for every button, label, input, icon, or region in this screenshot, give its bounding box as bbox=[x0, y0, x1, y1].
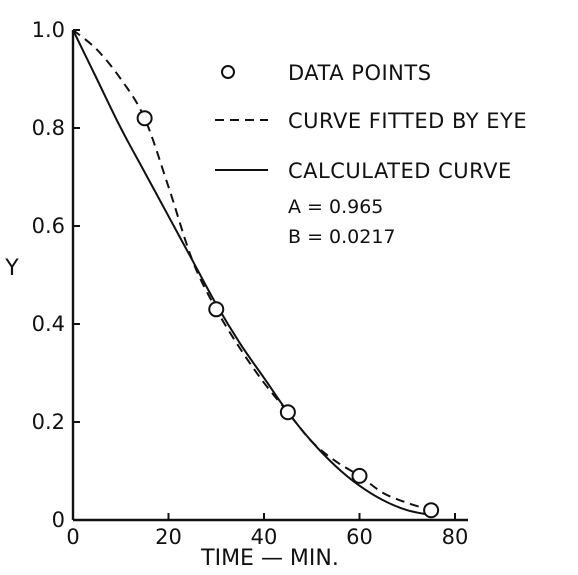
axis-ticks bbox=[72, 29, 456, 521]
legend: DATA POINTS CURVE FITTED BY EYE CALCULAT… bbox=[215, 61, 527, 248]
y-tick-label: 0.6 bbox=[32, 214, 65, 238]
legend-label-data-points: DATA POINTS bbox=[288, 61, 432, 85]
legend-marker-data-points bbox=[221, 65, 235, 79]
y-tick-label: 0.8 bbox=[32, 116, 65, 140]
y-tick-label: 1.0 bbox=[32, 18, 65, 42]
y-tick-label: 0 bbox=[52, 508, 65, 532]
series-layer bbox=[72, 29, 440, 519]
x-tick-label: 60 bbox=[346, 525, 373, 549]
data-point bbox=[423, 502, 440, 519]
y-tick-label: 0.4 bbox=[32, 312, 65, 336]
x-tick-label: 20 bbox=[155, 525, 182, 549]
x-axis-title: TIME — MIN. bbox=[200, 546, 339, 571]
y-tick-label: 0.2 bbox=[32, 410, 65, 434]
y-axis-title: Y bbox=[4, 256, 19, 281]
calculated-curve bbox=[72, 29, 432, 517]
legend-label-fitted-by-eye: CURVE FITTED BY EYE bbox=[288, 109, 527, 133]
annotation-a-value: A = 0.965 bbox=[288, 196, 383, 218]
axis-tick-labels: 0 20 40 60 80 0 0.2 0.4 0.6 0.8 1.0 bbox=[32, 18, 469, 549]
data-point bbox=[136, 110, 153, 127]
fitted-by-eye-curve bbox=[72, 29, 432, 512]
x-tick-label: 0 bbox=[66, 525, 79, 549]
annotation-b-value: B = 0.0217 bbox=[288, 226, 396, 248]
x-tick-label: 80 bbox=[442, 525, 469, 549]
legend-label-calculated: CALCULATED CURVE bbox=[288, 159, 512, 183]
data-point bbox=[279, 404, 296, 421]
x-tick-label: 40 bbox=[251, 525, 278, 549]
data-point bbox=[351, 467, 368, 484]
data-point bbox=[208, 301, 225, 318]
